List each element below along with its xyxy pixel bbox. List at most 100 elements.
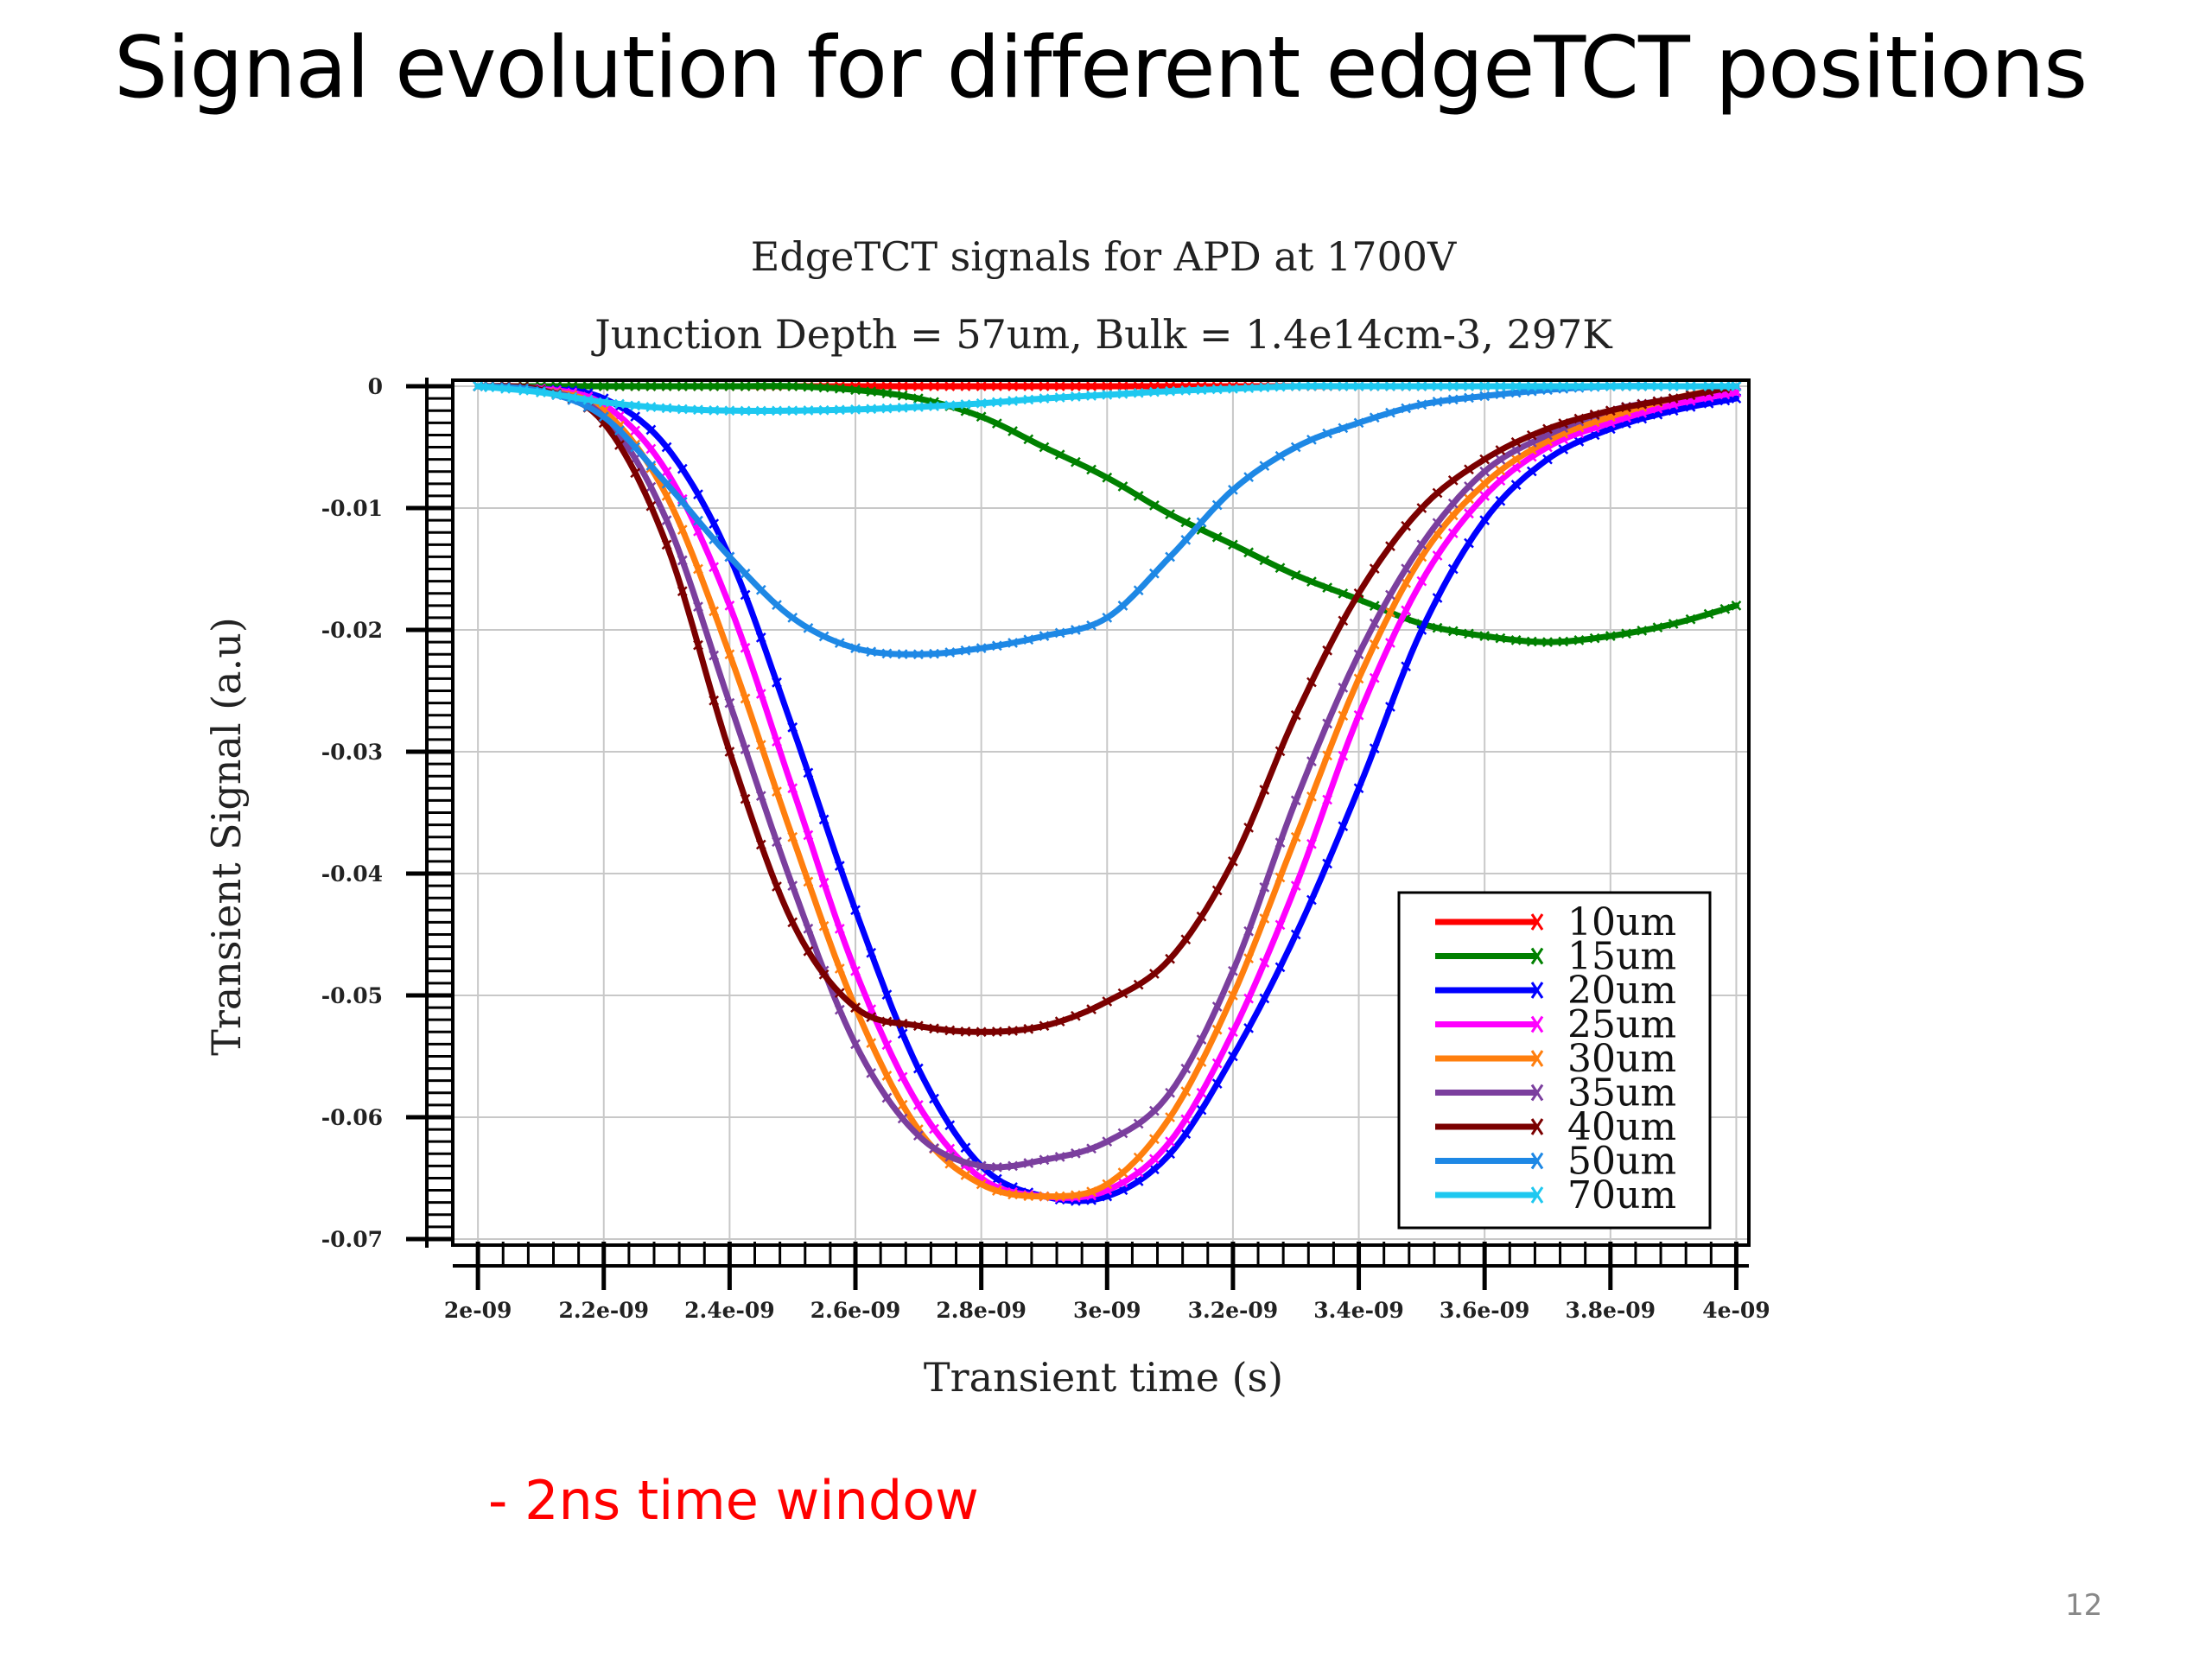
data-point-30um: [1007, 1189, 1018, 1200]
data-point-25um: [1180, 1114, 1192, 1125]
data-point-30um: [772, 786, 782, 798]
data-point-15um: [598, 381, 609, 391]
data-point-40um: [677, 586, 688, 597]
data-point-20um: [787, 721, 798, 733]
data-point-70um: [536, 387, 546, 397]
data-point-50um: [1165, 551, 1175, 563]
data-point-15um: [1228, 539, 1238, 550]
data-point-70um: [1432, 381, 1443, 391]
data-point-10um: [1086, 381, 1096, 391]
data-point-50um: [1133, 585, 1144, 596]
data-point-35um: [1007, 1160, 1018, 1172]
data-point-15um: [1668, 619, 1679, 629]
data-point-20um: [944, 1120, 956, 1131]
data-point-15um: [1274, 563, 1286, 574]
data-point-70um: [944, 400, 956, 410]
data-point-15um: [1306, 576, 1317, 588]
data-point-10um: [929, 381, 939, 391]
data-point-70um: [614, 398, 625, 410]
data-point-70um: [818, 404, 830, 416]
y-tick-label: -0.03: [321, 740, 383, 765]
data-point-30um: [1086, 1186, 1096, 1198]
data-point-70um: [661, 403, 672, 414]
data-point-40um: [772, 881, 782, 892]
data-point-25um: [661, 466, 672, 477]
data-point-40um: [1447, 474, 1459, 486]
data-point-20um: [1149, 1164, 1160, 1175]
data-point-70um: [645, 402, 657, 412]
x-tick-label: 3.6e-09: [1440, 1298, 1530, 1323]
data-point-15um: [724, 381, 735, 391]
data-point-30um: [897, 1099, 908, 1110]
slide-title: Signal evolution for different edgeTCT p…: [114, 19, 2088, 118]
data-point-40um: [866, 1012, 877, 1023]
data-point-35um: [1432, 518, 1443, 529]
data-point-70um: [850, 404, 861, 415]
data-point-50um: [944, 647, 956, 658]
data-point-20um: [677, 463, 688, 474]
data-point-15um: [1542, 637, 1553, 648]
legend-label-70um: 70um: [1567, 1173, 1676, 1217]
data-point-30um: [1322, 750, 1333, 761]
data-point-35um: [850, 1039, 861, 1050]
data-point-40um: [1102, 996, 1113, 1007]
data-point-20um: [1479, 515, 1491, 526]
data-point-10um: [1007, 381, 1018, 391]
data-point-20um: [960, 1142, 971, 1154]
data-point-70um: [1353, 381, 1364, 391]
data-point-25um: [1259, 957, 1270, 968]
data-point-10um: [976, 381, 987, 391]
data-point-35um: [1369, 618, 1380, 629]
plot-frame: [451, 378, 1751, 1247]
data-point-20um: [1558, 444, 1569, 454]
data-point-15um: [1149, 499, 1160, 511]
data-point-70um: [1542, 381, 1553, 391]
data-point-40um: [1621, 402, 1631, 413]
data-point-50um: [755, 584, 766, 595]
data-point-35um: [755, 791, 766, 801]
data-point-70um: [484, 382, 495, 393]
data-point-30um: [1290, 831, 1301, 842]
data-point-50um: [1086, 620, 1096, 631]
data-point-15um: [1495, 632, 1506, 644]
data-point-20um: [1306, 894, 1317, 906]
data-point-40um: [1416, 503, 1427, 513]
data-point-20um: [1290, 929, 1301, 940]
data-point-15um: [818, 382, 830, 393]
data-point-20um: [1211, 1078, 1223, 1090]
data-point-15um: [693, 381, 703, 391]
data-point-35um: [709, 650, 720, 661]
data-point-40um: [1086, 1004, 1096, 1014]
data-point-15um: [803, 381, 814, 392]
legend-label-35um: 35um: [1567, 1071, 1676, 1116]
data-point-70um: [1719, 381, 1731, 391]
data-point-30um: [1385, 607, 1395, 618]
data-point-30um: [1369, 639, 1380, 650]
data-point-30um: [1102, 1179, 1113, 1190]
data-point-70um: [881, 403, 893, 414]
data-point-35um: [787, 880, 798, 891]
legend-label-40um: 40um: [1567, 1105, 1676, 1149]
data-point-30um: [1401, 577, 1412, 588]
data-point-10um: [897, 381, 908, 391]
data-point-70um: [1070, 391, 1081, 402]
data-point-25um: [1385, 638, 1395, 648]
data-point-15um: [614, 381, 625, 391]
data-point-70um: [1652, 381, 1663, 391]
data-point-50um: [740, 568, 751, 579]
data-point-30um: [1510, 454, 1522, 465]
data-point-20um: [866, 947, 877, 958]
data-point-40um: [1353, 588, 1364, 599]
data-point-40um: [1573, 413, 1585, 424]
data-point-15um: [1023, 434, 1034, 445]
series-layer: [473, 380, 1742, 1206]
data-point-15um: [1447, 626, 1459, 637]
data-point-50um: [897, 649, 908, 659]
legend-label-20um: 20um: [1567, 969, 1676, 1013]
data-point-25um: [1117, 1177, 1128, 1188]
data-point-70um: [929, 401, 939, 411]
data-point-40um: [1039, 1020, 1050, 1032]
data-point-15um: [1685, 613, 1696, 625]
data-point-25um: [818, 877, 830, 888]
data-point-35um: [661, 515, 672, 526]
